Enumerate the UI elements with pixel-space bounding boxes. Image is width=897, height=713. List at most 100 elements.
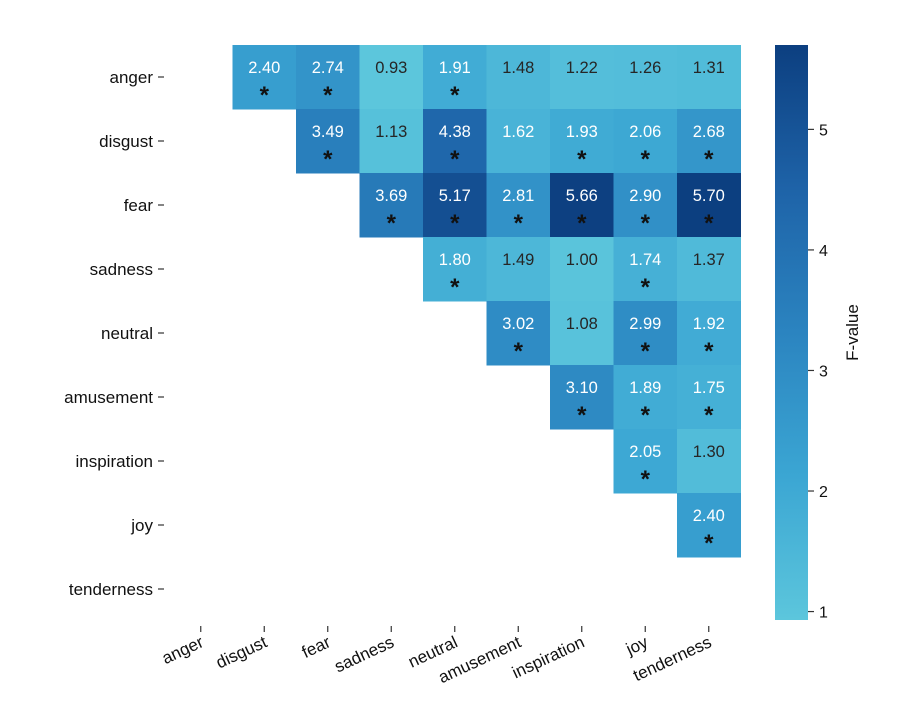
column-label: fear [299, 626, 334, 662]
significance-star: * [641, 338, 651, 365]
colorbar-tick: 5 [808, 122, 828, 139]
heatmap-cell: 1.49 [486, 237, 551, 302]
cell-rect [486, 237, 551, 302]
significance-star: * [704, 146, 714, 173]
cell-rect [613, 173, 678, 238]
cell-rect [677, 301, 741, 366]
cell-value: 3.10 [566, 379, 598, 397]
cell-value: 1.08 [566, 315, 598, 333]
cell-value: 1.74 [629, 251, 661, 269]
heatmap-cell: 1.80 * [423, 237, 487, 302]
heatmap-cell: 0.93 [359, 45, 424, 110]
row-label-text: sadness [90, 260, 153, 279]
cell-value: 5.70 [693, 187, 725, 205]
row-label-text: amusement [64, 388, 153, 407]
heatmap-cell: 2.74 * [296, 45, 360, 110]
cell-value: 1.62 [502, 123, 534, 141]
heatmap-cell: 3.49 * [296, 109, 360, 174]
significance-star: * [704, 338, 714, 365]
cell-rect [613, 365, 678, 430]
cell-rect [486, 173, 551, 238]
column-label-text: sadness [332, 632, 397, 676]
column-label: inspiration [509, 626, 587, 682]
heatmap-cell: 2.68 * [677, 109, 741, 174]
heatmap-cell: 3.02 * [486, 301, 551, 366]
heatmap-cell: 2.81 * [486, 173, 551, 238]
cell-rect [677, 237, 741, 302]
significance-star: * [577, 210, 587, 237]
cell-rect [423, 45, 487, 110]
column-label-text: inspiration [509, 632, 587, 682]
significance-star: * [450, 146, 460, 173]
cell-rect [359, 173, 424, 238]
colorbar-tick-label: 2 [819, 484, 828, 501]
cell-rect [677, 45, 741, 110]
row-label: neutral [101, 324, 164, 343]
significance-star: * [450, 274, 460, 301]
row-label: inspiration [76, 452, 164, 471]
significance-star: * [641, 274, 651, 301]
cell-rect [677, 365, 741, 430]
row-label: anger [110, 68, 164, 87]
significance-star: * [704, 530, 714, 557]
cell-value: 1.92 [693, 315, 725, 333]
row-label: fear [124, 196, 164, 215]
heatmap-cell: 1.37 [677, 237, 741, 302]
colorbar-tick-label: 5 [819, 122, 828, 139]
cell-rect [613, 109, 678, 174]
cell-value: 1.80 [439, 251, 471, 269]
significance-star: * [641, 402, 651, 429]
column-label-text: disgust [213, 632, 270, 672]
cell-rect [550, 237, 614, 302]
cell-value: 1.30 [693, 443, 725, 461]
cell-rect [359, 45, 424, 110]
heatmap-cell: 1.62 [486, 109, 551, 174]
column-label: anger [159, 626, 207, 668]
cell-value: 2.06 [629, 123, 661, 141]
cell-value: 2.81 [502, 187, 534, 205]
heatmap-cell: 1.13 [359, 109, 424, 174]
heatmap-cell: 2.40 * [232, 45, 297, 110]
cell-rect [423, 109, 487, 174]
row-label: sadness [90, 260, 164, 279]
heatmap-cell: 1.92 * [677, 301, 741, 366]
cell-rect [677, 493, 741, 558]
cell-value: 2.74 [312, 59, 344, 77]
cell-rect [423, 237, 487, 302]
row-label-text: disgust [99, 132, 153, 151]
colorbar-title: F-value [843, 304, 862, 361]
significance-star: * [704, 210, 714, 237]
cell-value: 1.89 [629, 379, 661, 397]
heatmap-cell: 3.10 * [550, 365, 614, 430]
cell-value: 0.93 [375, 59, 407, 77]
column-label: joy [622, 626, 651, 659]
heatmap-cell: 2.90 * [613, 173, 678, 238]
cell-value: 1.13 [375, 123, 407, 141]
heatmap-cells: 2.40 * 2.74 * 0.93 1.91 * 1.48 1.22 1.26 1.31 3.49 *… [232, 45, 741, 558]
cell-rect [423, 173, 487, 238]
row-label: joy [130, 516, 164, 535]
significance-star: * [514, 210, 524, 237]
significance-star: * [323, 146, 333, 173]
heatmap-cell: 1.22 [550, 45, 614, 110]
heatmap-cell: 2.06 * [613, 109, 678, 174]
colorbar-tick-label: 3 [819, 363, 828, 380]
significance-star: * [641, 466, 651, 493]
cell-value: 3.49 [312, 123, 344, 141]
heatmap-cell: 1.26 [613, 45, 678, 110]
cell-rect [550, 173, 614, 238]
cell-value: 3.69 [375, 187, 407, 205]
cell-rect [550, 365, 614, 430]
row-label-text: tenderness [69, 580, 153, 599]
cell-value: 2.40 [693, 507, 725, 525]
colorbar: 1 2 3 4 5 F-value [775, 45, 862, 622]
row-label: tenderness [69, 580, 164, 599]
colorbar-tick: 4 [808, 243, 828, 260]
heatmap-cell: 1.31 [677, 45, 741, 110]
cell-rect [486, 45, 551, 110]
cell-value: 1.26 [629, 59, 661, 77]
row-label: amusement [64, 388, 164, 407]
heatmap-cell: 1.74 * [613, 237, 678, 302]
heatmap-cell: 2.99 * [613, 301, 678, 366]
